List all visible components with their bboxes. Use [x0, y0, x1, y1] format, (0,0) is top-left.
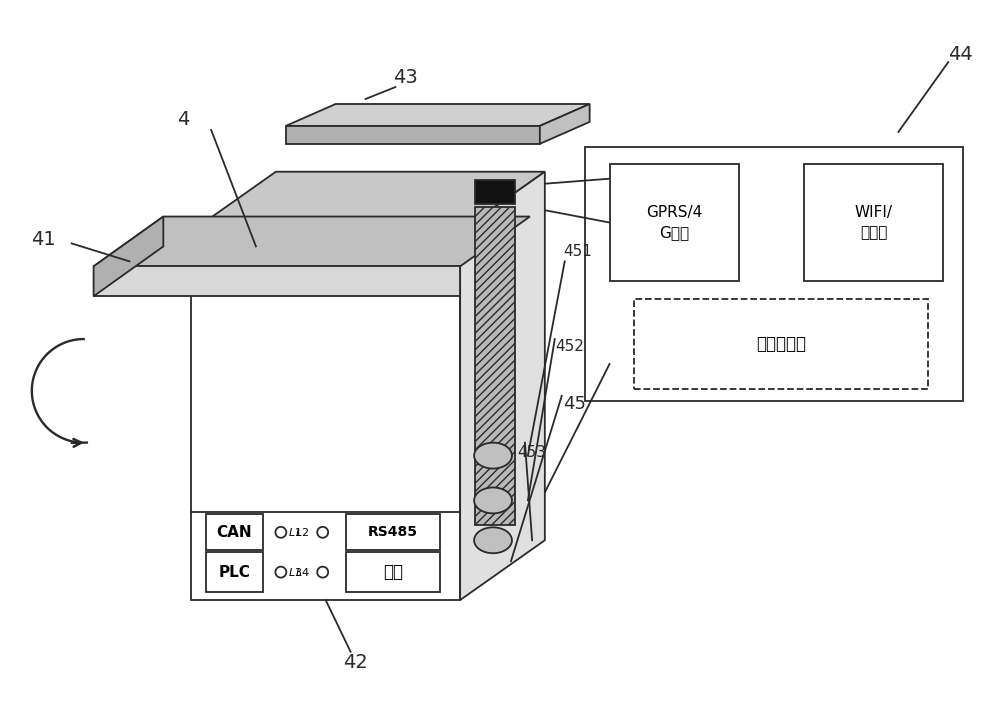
Text: 41: 41 [31, 230, 56, 249]
Text: 44: 44 [948, 45, 973, 64]
Text: 无线: 无线 [383, 563, 403, 581]
Polygon shape [94, 267, 460, 296]
Text: $L3$: $L3$ [288, 566, 302, 578]
FancyBboxPatch shape [585, 146, 963, 401]
Text: GPRS/4
G通信: GPRS/4 G通信 [646, 205, 702, 240]
Text: PLC: PLC [219, 565, 250, 579]
Text: $L2$: $L2$ [295, 526, 309, 538]
Text: 453: 453 [517, 445, 546, 460]
Text: 452: 452 [555, 338, 584, 353]
Text: $L1$: $L1$ [288, 526, 302, 538]
Polygon shape [540, 104, 590, 144]
Polygon shape [94, 217, 163, 296]
FancyBboxPatch shape [610, 164, 739, 282]
Polygon shape [460, 172, 545, 600]
FancyBboxPatch shape [346, 552, 440, 592]
Ellipse shape [474, 488, 512, 513]
Text: RS485: RS485 [368, 525, 418, 540]
FancyBboxPatch shape [634, 299, 928, 389]
FancyBboxPatch shape [206, 514, 263, 550]
Text: $L4$: $L4$ [295, 566, 309, 578]
Text: 451: 451 [563, 244, 592, 259]
Circle shape [275, 567, 286, 577]
Circle shape [317, 567, 328, 577]
Ellipse shape [474, 443, 512, 469]
Text: WIFI/
以太网: WIFI/ 以太网 [855, 205, 893, 240]
Text: 43: 43 [393, 68, 418, 87]
Circle shape [317, 527, 328, 538]
Polygon shape [191, 172, 545, 232]
Polygon shape [286, 104, 590, 126]
Text: 可扩展接口: 可扩展接口 [756, 335, 806, 353]
FancyBboxPatch shape [206, 552, 263, 592]
FancyBboxPatch shape [804, 164, 943, 282]
Text: 4: 4 [177, 110, 189, 129]
Polygon shape [475, 180, 515, 203]
FancyBboxPatch shape [346, 514, 440, 550]
Polygon shape [94, 217, 530, 267]
Text: 42: 42 [343, 653, 368, 673]
Polygon shape [286, 126, 540, 144]
Text: CAN: CAN [217, 525, 252, 540]
Ellipse shape [474, 528, 512, 553]
Circle shape [275, 527, 286, 538]
Text: 45: 45 [563, 395, 586, 413]
Polygon shape [191, 232, 460, 600]
Polygon shape [475, 207, 515, 525]
